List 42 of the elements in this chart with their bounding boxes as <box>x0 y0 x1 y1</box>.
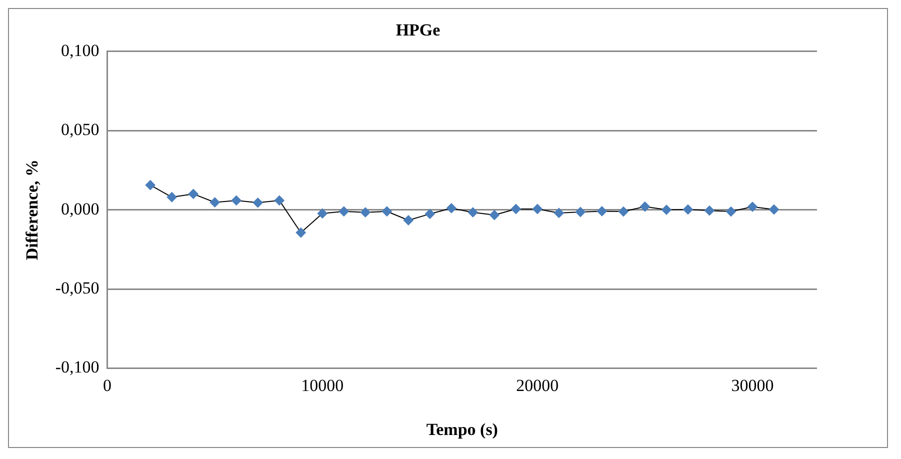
point <box>768 204 779 214</box>
point <box>468 207 478 218</box>
chart-title: HPGe <box>396 20 441 40</box>
y-tick-label: 0,050 <box>61 120 100 140</box>
point <box>188 188 198 199</box>
y-tick-label: -0,050 <box>55 278 100 298</box>
point <box>682 204 693 214</box>
point <box>360 207 370 218</box>
x-axis-title: Tempo (s) <box>426 420 498 440</box>
point <box>317 208 328 218</box>
x-tick-label: 10000 <box>301 376 344 395</box>
x-tick-label: 0 <box>103 376 112 395</box>
point <box>145 180 156 190</box>
point <box>747 202 758 212</box>
point <box>446 203 456 214</box>
point <box>532 204 542 214</box>
point <box>424 208 435 219</box>
point <box>274 195 284 206</box>
point <box>554 208 564 218</box>
point <box>575 207 586 218</box>
y-tick-label: -0,100 <box>55 358 100 377</box>
point <box>403 215 414 226</box>
point <box>640 202 650 212</box>
point <box>618 206 628 217</box>
y-tick-label: 0,000 <box>61 199 100 218</box>
point <box>661 204 672 215</box>
point <box>166 192 177 202</box>
point <box>726 206 736 217</box>
point <box>596 206 607 216</box>
point <box>210 197 220 208</box>
point <box>489 210 500 220</box>
point <box>704 206 714 216</box>
point <box>338 206 349 216</box>
y-tick-label: 0,100 <box>61 40 100 60</box>
point <box>382 206 392 216</box>
x-tick-label: 30000 <box>731 376 774 395</box>
point <box>231 195 242 206</box>
point <box>296 228 306 238</box>
point <box>510 204 521 214</box>
y-axis-title: Difference, % <box>22 159 42 260</box>
point <box>252 198 263 208</box>
x-tick-label: 20000 <box>516 376 559 395</box>
